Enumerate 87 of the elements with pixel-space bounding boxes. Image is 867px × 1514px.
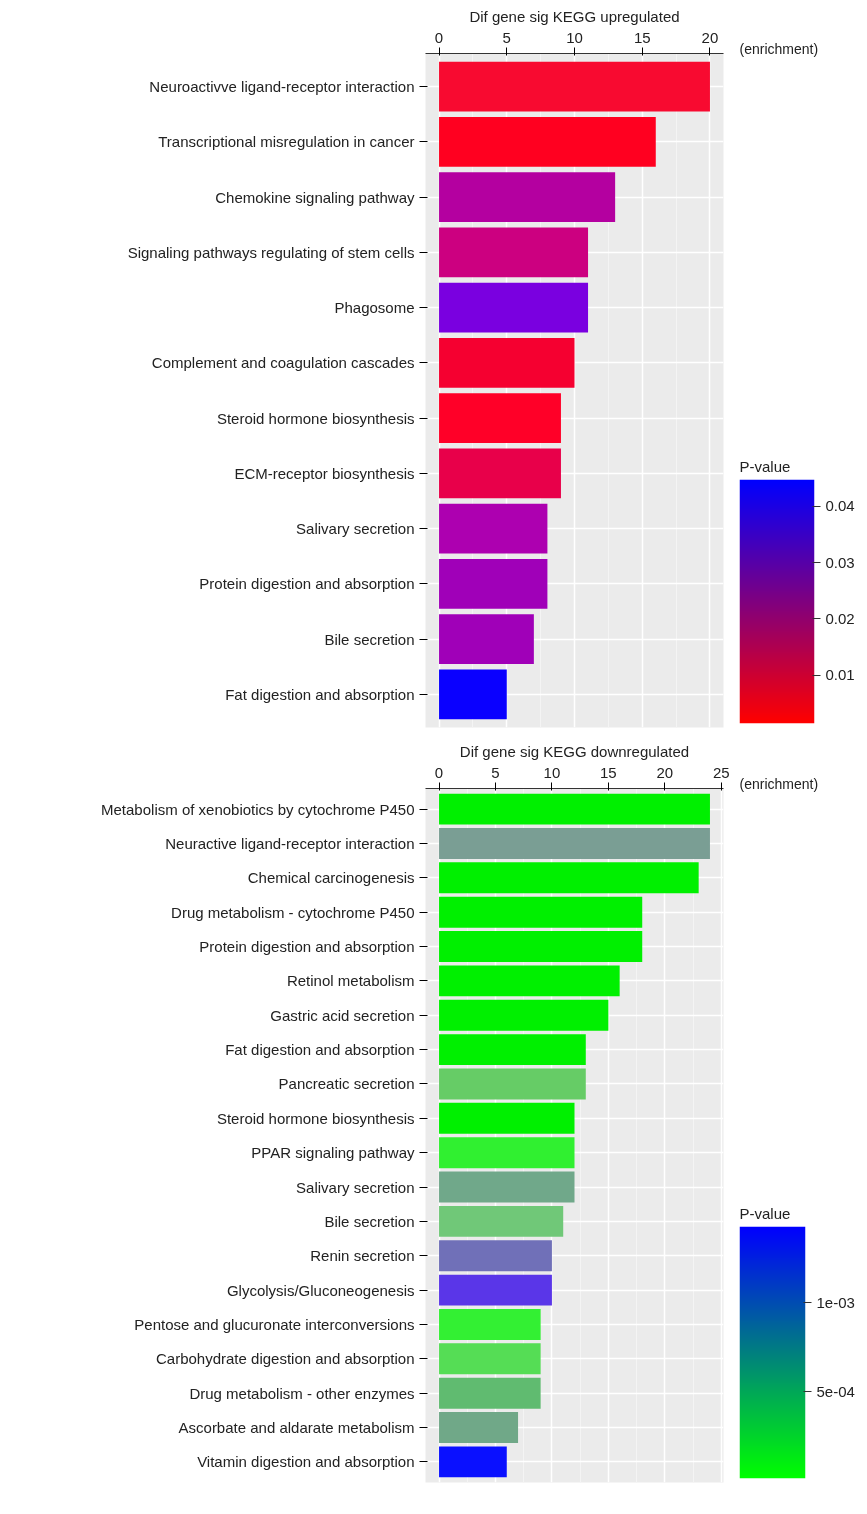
bar <box>439 1274 552 1306</box>
bar <box>439 1412 519 1443</box>
y-tick-label: Signaling pathways regulating of stem cells <box>127 243 415 261</box>
y-tick-label: Protein digestion and absorption <box>199 938 415 956</box>
y-tick-label: Salivary secretion <box>296 520 415 538</box>
bar <box>439 338 575 388</box>
y-tick-label: Chemokine signaling pathway <box>215 188 415 206</box>
y-tick-label: Glycolysis/Gluconeogenesis <box>226 1281 415 1299</box>
y-tick-label: Fat digestion and absorption <box>225 1041 415 1059</box>
bar <box>439 1343 541 1375</box>
x-axis-title: (enrichment) <box>739 775 819 792</box>
color-bar-label: 1e-03 <box>816 1293 855 1311</box>
y-tick-label: Bile secretion <box>324 630 415 648</box>
y-tick-label: Carbohydrate digestion and absorption <box>155 1350 415 1368</box>
y-tick-label: Renin secretion <box>310 1247 415 1265</box>
y-tick-label: Protein digestion and absorption <box>199 575 415 593</box>
x-tick-label: 10 <box>566 28 583 46</box>
color-bar-title: P-value <box>739 457 791 475</box>
y-tick-label: Steroid hormone biosynthesis <box>216 409 415 427</box>
color-bar-label: 5e-04 <box>816 1382 855 1400</box>
bar <box>439 828 710 859</box>
bar <box>439 1446 507 1478</box>
x-tick-label: 0 <box>434 763 444 781</box>
y-tick-label: Neuractive ligand-receptor interaction <box>165 834 415 852</box>
x-tick-label: 10 <box>543 763 561 781</box>
y-tick-label: Pancreatic secretion <box>278 1075 415 1093</box>
bar <box>439 448 561 499</box>
y-tick-label: Neuroactivve ligand-receptor interaction <box>149 78 415 96</box>
y-tick-label: Metabolism of xenobiotics by cytochrome P450 <box>101 800 415 818</box>
bar <box>439 1240 552 1272</box>
bar <box>439 793 710 825</box>
bar <box>439 1068 586 1100</box>
x-tick-label: 0 <box>434 28 444 46</box>
y-tick-label: Vitamin digestion and absorption <box>197 1453 415 1471</box>
x-tick-label: 20 <box>701 28 719 46</box>
x-tick-label: 25 <box>712 763 730 781</box>
bar <box>439 1205 564 1237</box>
bar <box>439 1309 541 1340</box>
bar <box>439 559 548 609</box>
color-bar-label: 0.03 <box>825 553 855 571</box>
y-tick-label: Salivary secretion <box>296 1178 415 1196</box>
y-tick-label: Drug metabolism - cytochrome P450 <box>171 903 415 921</box>
x-tick-label: 15 <box>600 763 617 781</box>
bar <box>439 1034 586 1066</box>
color-bar-label: 0.04 <box>825 497 855 515</box>
y-tick-label: Ascorbate and aldarate metabolism <box>178 1419 415 1437</box>
color-bar-label: 0.02 <box>825 609 855 627</box>
bar <box>439 227 589 278</box>
x-axis-title: (enrichment) <box>739 40 819 57</box>
chart-title: Dif gene sig KEGG downregulated <box>459 742 690 760</box>
bar <box>439 61 710 112</box>
bar <box>439 931 643 962</box>
color-bar-title: P-value <box>739 1204 791 1222</box>
chart-title: Dif gene sig KEGG upregulated <box>469 7 680 25</box>
y-tick-label: Drug metabolism - other enzymes <box>189 1384 415 1402</box>
x-tick-label: 5 <box>491 763 500 781</box>
y-tick-label: PPAR signaling pathway <box>251 1144 415 1162</box>
bar <box>439 862 699 894</box>
y-tick-label: Phagosome <box>334 299 415 317</box>
x-tick-label: 15 <box>633 28 651 46</box>
bar <box>439 999 609 1031</box>
y-tick-label: Transcriptional misregulation in cancer <box>158 133 415 151</box>
color-bar-label: 0.01 <box>825 666 855 684</box>
y-tick-label: Complement and coagulation cascades <box>151 354 415 372</box>
bar <box>439 614 534 664</box>
bar <box>439 1102 575 1134</box>
y-tick-label: Gastric acid secretion <box>270 1006 415 1024</box>
y-tick-label: ECM-receptor biosynthesis <box>234 464 415 482</box>
bar <box>439 1171 575 1203</box>
bar <box>439 965 620 997</box>
bar <box>439 117 656 167</box>
y-tick-label: Steroid hormone biosynthesis <box>216 1109 415 1127</box>
y-tick-label: Bile secretion <box>324 1212 415 1230</box>
bar <box>439 1377 541 1409</box>
y-tick-label: Chemical carcinogenesis <box>247 869 415 887</box>
bar <box>439 896 643 928</box>
bar <box>439 503 548 554</box>
x-tick-label: 20 <box>656 763 674 781</box>
x-tick-label: 5 <box>502 28 511 46</box>
bar <box>439 669 507 720</box>
bar <box>439 172 616 222</box>
y-tick-label: Retinol metabolism <box>286 972 415 990</box>
bar <box>439 393 561 443</box>
bar <box>439 282 589 333</box>
y-tick-label: Pentose and glucuronate interconversions <box>134 1315 415 1333</box>
y-tick-label: Fat digestion and absorption <box>225 685 415 703</box>
bar <box>439 1137 575 1169</box>
